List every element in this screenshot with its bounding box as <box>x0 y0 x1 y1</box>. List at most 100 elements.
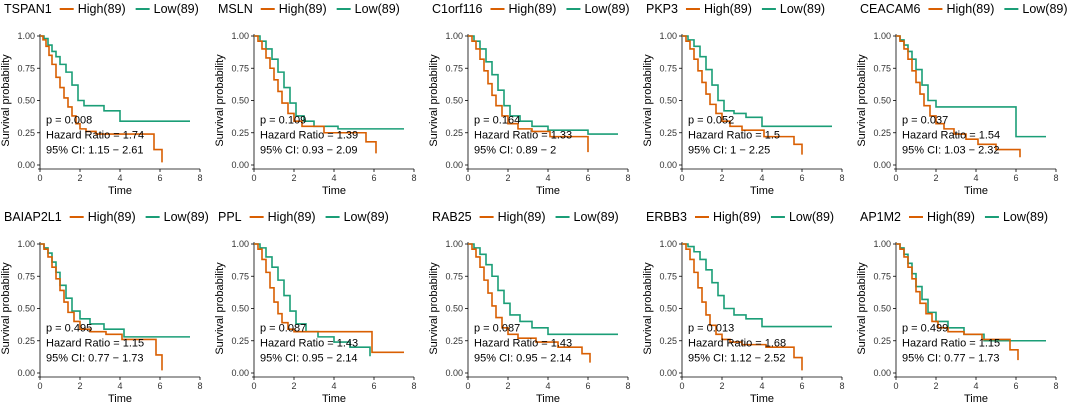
y-tick-label: 1.00 <box>17 239 35 249</box>
legend-entry-low: Low(89) <box>154 2 199 16</box>
confidence-interval: 95% CI: 0.77 − 1.73 <box>46 353 144 365</box>
x-tick-label: 0 <box>465 381 470 391</box>
legend-entry-high: High(89) <box>946 2 994 16</box>
km-curve-high <box>40 35 163 163</box>
km-curve-high <box>682 35 803 155</box>
y-tick-label: 0.25 <box>231 336 249 346</box>
y-tick-label: 1.00 <box>873 239 891 249</box>
p-value: p = 0.495 <box>46 323 92 335</box>
y-tick-label: 0.25 <box>17 336 35 346</box>
legend-entry-high: High(89) <box>88 210 136 224</box>
x-axis-label: Time <box>536 393 560 405</box>
y-tick-label: 0.75 <box>659 271 677 281</box>
chart-title: RAB25 <box>432 210 472 224</box>
y-tick-label: 0.50 <box>231 304 249 314</box>
km-panel-rab25: RAB25 High(89) Low(89) 0.00 0.25 0.50 0.75 1.00… <box>428 210 631 405</box>
y-axis-label: Survival probability <box>214 262 226 355</box>
confidence-interval: 95% CI: 0.95 − 2.14 <box>474 353 572 365</box>
confidence-interval: 95% CI: 1 − 2.25 <box>688 145 770 157</box>
hazard-ratio: Hazard Ratio = 1.33 <box>474 130 572 142</box>
x-tick-label: 2 <box>933 381 938 391</box>
km-panel-ap1m2: AP1M2 High(89) Low(89) 0.00 0.25 0.50 0.75 1.00… <box>856 210 1059 405</box>
y-axis-label: Survival probability <box>642 54 654 147</box>
legend-entry-high: High(89) <box>927 210 975 224</box>
y-tick-label: 1.00 <box>659 31 677 41</box>
x-tick-label: 6 <box>799 173 804 183</box>
y-tick-label: 0.25 <box>445 128 463 138</box>
y-tick-label: 1.00 <box>231 31 249 41</box>
chart-title: MSLN <box>218 2 253 16</box>
km-curve-low <box>254 243 371 357</box>
y-tick-label: 0.25 <box>445 336 463 346</box>
legend-entry-high: High(89) <box>78 2 126 16</box>
y-tick-label: 0.25 <box>659 128 677 138</box>
y-tick-label: 0.50 <box>445 304 463 314</box>
km-curve-high <box>682 243 803 371</box>
y-tick-label: 0.50 <box>873 96 891 106</box>
x-tick-label: 6 <box>799 381 804 391</box>
x-tick-label: 8 <box>1053 381 1058 391</box>
y-tick-label: 0.50 <box>445 96 463 106</box>
km-curve-high <box>40 243 163 371</box>
p-value: p = 0.052 <box>688 115 734 127</box>
x-tick-label: 0 <box>893 173 898 183</box>
y-tick-label: 0.75 <box>17 271 35 281</box>
p-value: p = 0.087 <box>474 323 520 335</box>
km-panel-c1orf116: C1orf116 High(89) Low(89) 0.00 0.25 0.50 0.75 1… <box>428 2 631 197</box>
x-tick-label: 0 <box>893 381 898 391</box>
confidence-interval: 95% CI: 1.03 − 2.32 <box>902 145 1000 157</box>
legend-entry-low: Low(89) <box>1022 2 1067 16</box>
x-tick-label: 8 <box>197 173 202 183</box>
y-tick-label: 0.00 <box>659 368 677 378</box>
y-tick-label: 0.00 <box>659 160 677 170</box>
y-tick-label: 0.00 <box>231 160 249 170</box>
chart-title: BAIAP2L1 <box>4 210 62 224</box>
y-tick-label: 0.75 <box>445 271 463 281</box>
hazard-ratio: Hazard Ratio = 1.54 <box>902 130 1000 142</box>
km-curve-high <box>468 35 589 153</box>
x-tick-label: 8 <box>839 173 844 183</box>
chart-title: PPL <box>218 210 242 224</box>
hazard-ratio: Hazard Ratio = 1.39 <box>260 130 358 142</box>
x-tick-label: 2 <box>291 173 296 183</box>
x-axis-label: Time <box>108 393 132 405</box>
x-tick-label: 6 <box>371 173 376 183</box>
x-tick-label: 8 <box>625 173 630 183</box>
km-curve-low <box>682 243 832 328</box>
y-axis-label: Survival probability <box>428 54 440 147</box>
y-tick-label: 0.75 <box>659 63 677 73</box>
hazard-ratio: Hazard Ratio = 1.15 <box>46 338 144 350</box>
x-tick-label: 4 <box>331 173 336 183</box>
km-curve-low <box>254 35 404 130</box>
p-value: p = 0.499 <box>902 323 948 335</box>
y-tick-label: 0.50 <box>873 304 891 314</box>
p-value: p = 0.013 <box>688 323 734 335</box>
x-tick-label: 0 <box>37 173 42 183</box>
confidence-interval: 95% CI: 1.12 − 2.52 <box>688 353 786 365</box>
km-curve-low <box>468 243 618 336</box>
hazard-ratio: Hazard Ratio = 1.15 <box>902 338 1000 350</box>
y-axis-label: Survival probability <box>428 262 440 355</box>
x-tick-label: 2 <box>505 173 510 183</box>
hazard-ratio: Hazard Ratio = 1.68 <box>688 338 786 350</box>
km-curve-high <box>896 35 1021 158</box>
x-tick-label: 6 <box>1013 381 1018 391</box>
y-tick-label: 0.00 <box>231 368 249 378</box>
x-tick-label: 8 <box>839 381 844 391</box>
x-axis-label: Time <box>964 393 988 405</box>
y-tick-label: 0.75 <box>231 63 249 73</box>
y-tick-label: 0.75 <box>873 63 891 73</box>
x-tick-label: 0 <box>465 173 470 183</box>
legend-entry-high: High(89) <box>498 210 546 224</box>
km-curve-low <box>682 35 832 128</box>
x-tick-label: 6 <box>371 381 376 391</box>
y-axis-label: Survival probability <box>856 262 868 355</box>
legend-entry-low: Low(89) <box>355 2 400 16</box>
x-tick-label: 4 <box>973 381 978 391</box>
hazard-ratio: Hazard Ratio = 1.74 <box>46 130 144 142</box>
x-tick-label: 4 <box>545 173 550 183</box>
x-tick-label: 4 <box>117 173 122 183</box>
km-panel-tspan1: TSPAN1 High(89) Low(89) 0.00 0.25 0.50 0.75 1.0… <box>0 2 203 197</box>
x-tick-label: 4 <box>759 381 764 391</box>
